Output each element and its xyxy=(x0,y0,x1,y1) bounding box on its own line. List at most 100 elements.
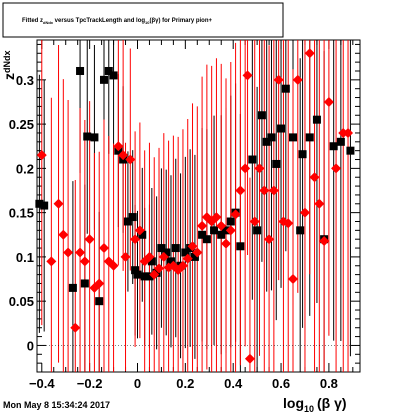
marker-square xyxy=(267,133,276,142)
marker-diamond xyxy=(268,185,279,196)
marker-square xyxy=(277,124,286,133)
chart-title: Fitted zdNdx versus TpcTrackLength and l… xyxy=(22,18,212,25)
marker-square xyxy=(262,137,271,146)
marker-diamond xyxy=(187,241,198,252)
marker-diamond xyxy=(254,163,265,174)
marker-diamond xyxy=(211,212,222,223)
marker-diamond xyxy=(70,322,81,333)
marker-diamond xyxy=(75,247,86,258)
marker-square xyxy=(166,257,175,266)
marker-square xyxy=(336,137,345,146)
y-tick-label: 0.3 xyxy=(16,73,34,88)
marker-diamond xyxy=(216,220,227,231)
y-tick-label: 0.2 xyxy=(16,161,34,176)
marker-diamond xyxy=(36,150,47,161)
x-tick-label: 0.4 xyxy=(224,376,243,391)
marker-square xyxy=(83,132,92,141)
marker-square xyxy=(138,230,147,239)
marker-square xyxy=(99,75,108,84)
marker-diamond xyxy=(273,74,284,85)
marker-square xyxy=(133,270,142,279)
y-tick-label: 0 xyxy=(27,338,34,353)
marker-diamond xyxy=(79,256,90,267)
marker-square xyxy=(296,226,305,235)
marker-diamond xyxy=(244,353,255,364)
marker-diamond xyxy=(221,238,232,249)
x-axis-title: log10 (β γ) xyxy=(283,395,347,414)
marker-square xyxy=(272,159,281,168)
marker-diamond xyxy=(125,154,136,165)
marker-diamond xyxy=(292,74,303,85)
marker-diamond xyxy=(113,141,124,152)
marker-square xyxy=(253,226,262,235)
marker-square xyxy=(217,230,226,239)
marker-square xyxy=(104,66,113,75)
marker-square xyxy=(40,201,49,210)
x-tick-label: −0.4 xyxy=(29,376,55,391)
marker-square xyxy=(76,66,85,75)
marker-square xyxy=(109,71,118,80)
marker-diamond xyxy=(235,185,246,196)
marker-diamond xyxy=(259,185,270,196)
marker-square xyxy=(289,133,298,142)
marker-diamond xyxy=(192,247,203,258)
marker-diamond xyxy=(331,163,342,174)
chart-title-box: Fitted zdNdx versus TpcTrackLength and l… xyxy=(2,2,284,38)
marker-square xyxy=(131,266,140,275)
marker-square xyxy=(140,272,149,281)
marker-square xyxy=(80,279,89,288)
marker-diamond xyxy=(177,260,188,271)
marker-square xyxy=(329,142,338,151)
marker-square xyxy=(157,244,166,253)
marker-diamond xyxy=(264,234,275,245)
marker-diamond xyxy=(249,216,260,227)
marker-diamond xyxy=(120,251,131,262)
marker-square xyxy=(305,133,314,142)
marker-square xyxy=(68,283,77,292)
marker-diamond xyxy=(288,274,299,285)
marker-diamond xyxy=(240,163,251,174)
marker-diamond xyxy=(84,234,95,245)
marker-square xyxy=(248,155,257,164)
marker-diamond xyxy=(144,251,155,262)
marker-square xyxy=(226,217,235,226)
marker-square xyxy=(95,297,104,306)
axis-ticks xyxy=(37,40,360,373)
marker-diamond xyxy=(58,229,69,240)
marker-diamond xyxy=(314,198,325,209)
marker-diamond xyxy=(98,243,109,254)
marker-diamond xyxy=(46,256,57,267)
marker-diamond xyxy=(309,172,320,183)
marker-square xyxy=(35,199,44,208)
marker-square xyxy=(257,111,266,120)
marker-diamond xyxy=(230,209,241,220)
marker-diamond xyxy=(323,96,334,107)
x-tick-label: 0.8 xyxy=(320,376,338,391)
y-axis-title: zdNdx xyxy=(1,51,17,81)
marker-diamond xyxy=(225,225,236,236)
data-points xyxy=(35,48,355,364)
marker-square xyxy=(202,235,211,244)
marker-square xyxy=(162,248,171,257)
marker-square xyxy=(346,146,355,155)
marker-square xyxy=(198,230,207,239)
error-bars xyxy=(37,40,360,372)
marker-square xyxy=(171,244,180,253)
marker-diamond xyxy=(182,253,193,264)
marker-diamond xyxy=(197,220,208,231)
marker-square xyxy=(190,252,199,261)
y-tick-label: 0.25 xyxy=(9,117,34,132)
marker-square xyxy=(236,242,245,251)
marker-diamond xyxy=(108,260,119,271)
marker-square xyxy=(90,133,99,142)
marker-diamond xyxy=(63,247,74,258)
marker-square xyxy=(147,257,156,266)
x-tick-label: −0.2 xyxy=(77,376,103,391)
marker-square xyxy=(181,248,190,257)
y-tick-label: 0.1 xyxy=(16,250,34,265)
marker-diamond xyxy=(149,269,160,280)
marker-diamond xyxy=(134,225,145,236)
marker-diamond xyxy=(154,263,165,274)
marker-diamond xyxy=(118,150,129,161)
